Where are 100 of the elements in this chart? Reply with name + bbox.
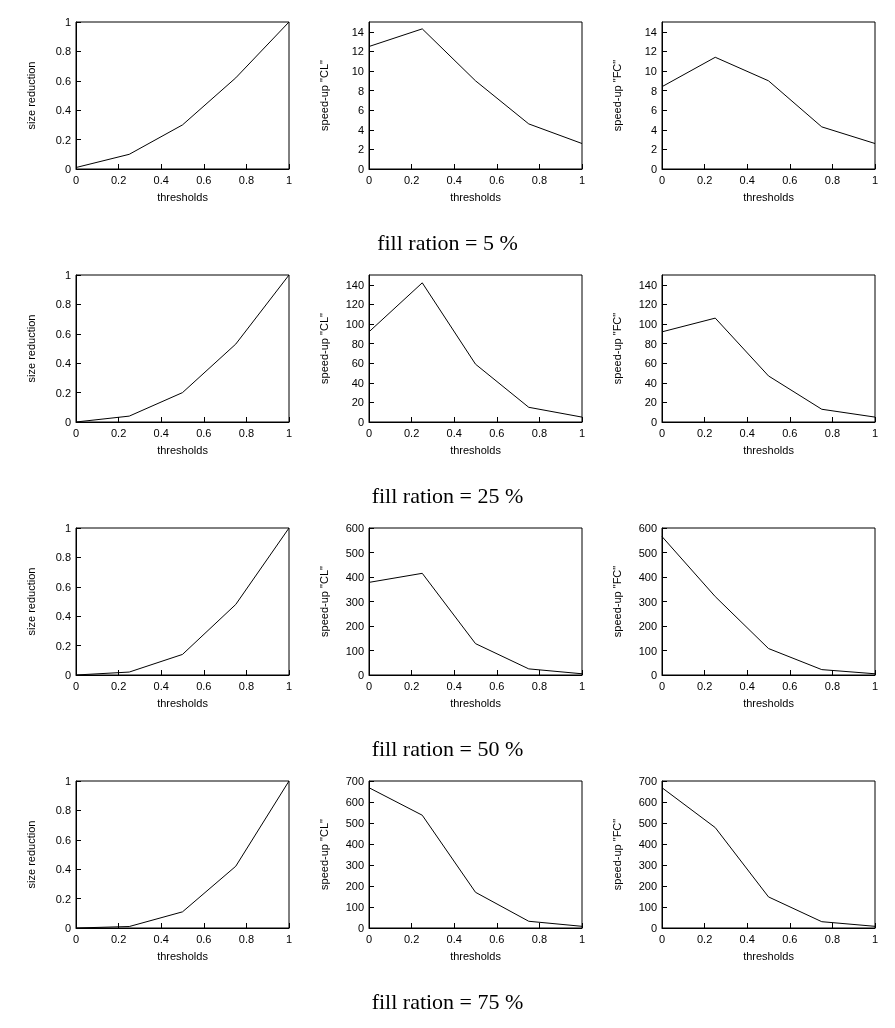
y-axis-title: size reduction	[24, 314, 37, 383]
x-tick-label: 0.4	[153, 426, 169, 439]
y-tick-label: 140	[345, 278, 364, 291]
x-tick-label: 0.8	[824, 679, 841, 692]
x-tick-label: 0.4	[153, 173, 169, 186]
x-tick-label: 0.4	[739, 173, 755, 186]
y-tick-label: 60	[351, 357, 364, 370]
y-tick-label: 4	[357, 123, 364, 136]
x-axis-title: thresholds	[450, 443, 502, 456]
x-tick-label: 0.8	[238, 426, 255, 439]
y-tick-label: 0.8	[55, 298, 71, 311]
y-tick-label: 200	[345, 880, 364, 892]
x-tick-label: 0.2	[110, 679, 127, 692]
x-tick-label: 1	[578, 173, 586, 186]
y-tick-label: 300	[638, 859, 657, 871]
y-tick-label: 0.8	[55, 804, 71, 817]
x-axis-title: thresholds	[157, 949, 209, 962]
y-axis-title: speed-up "FC"	[610, 312, 623, 385]
x-tick-label: 0.2	[403, 173, 420, 186]
x-tick-label: 1	[871, 679, 879, 692]
y-tick-label: 500	[345, 817, 364, 829]
y-axis-title: size reduction	[24, 567, 37, 636]
x-tick-label: 0.4	[739, 679, 755, 692]
x-tick-label: 0.8	[238, 932, 255, 945]
x-tick-label: 1	[871, 426, 879, 439]
y-tick-label: 0	[650, 669, 657, 681]
x-axis-title: thresholds	[743, 949, 795, 962]
y-tick-label: 0.4	[55, 863, 71, 876]
x-tick-label: 0.6	[489, 679, 505, 692]
y-tick-label: 8	[357, 84, 364, 97]
y-tick-label: 0	[650, 922, 657, 934]
y-tick-label: 0.2	[55, 386, 71, 399]
y-tick-label: 0	[357, 416, 364, 428]
y-tick-label: 0	[650, 416, 657, 428]
y-tick-label: 400	[345, 571, 364, 583]
x-tick-label: 0.4	[446, 932, 462, 945]
x-tick-label: 0.6	[782, 173, 798, 186]
x-axis-title: thresholds	[743, 696, 795, 709]
x-tick-label: 0	[365, 932, 373, 945]
y-tick-label: 500	[345, 546, 364, 559]
x-tick-label: 0.6	[489, 932, 505, 945]
x-tick-label: 0.8	[531, 173, 548, 186]
x-tick-label: 0.2	[110, 173, 127, 186]
y-tick-label: 300	[638, 595, 657, 608]
y-tick-label: 200	[638, 880, 657, 892]
x-tick-label: 0.4	[153, 679, 169, 692]
y-tick-label: 1	[64, 16, 71, 28]
x-tick-label: 0.2	[110, 932, 127, 945]
x-axis-title: thresholds	[450, 696, 502, 709]
x-tick-label: 0.8	[824, 173, 841, 186]
y-tick-label: 20	[351, 396, 364, 409]
y-tick-label: 12	[351, 45, 364, 58]
x-tick-label: 1	[578, 679, 586, 692]
x-tick-label: 0	[72, 173, 80, 186]
y-tick-label: 0	[357, 163, 364, 175]
text: fill ration = 25 %	[371, 482, 524, 508]
x-tick-label: 0.2	[403, 679, 420, 692]
x-tick-label: 0.4	[446, 679, 462, 692]
y-tick-label: 100	[638, 318, 657, 330]
y-tick-label: 14	[351, 25, 364, 38]
x-axis-title: thresholds	[450, 190, 502, 203]
y-tick-label: 1	[64, 269, 71, 281]
y-tick-label: 1	[64, 775, 71, 787]
x-tick-label: 0	[72, 932, 80, 945]
y-tick-label: 0.4	[55, 104, 71, 117]
y-tick-label: 2	[650, 143, 657, 156]
x-tick-label: 0.8	[824, 426, 841, 439]
y-tick-label: 140	[638, 278, 657, 291]
y-tick-label: 500	[638, 546, 657, 559]
y-tick-label: 400	[638, 838, 657, 850]
x-tick-label: 0.2	[696, 426, 713, 439]
y-tick-label: 80	[644, 337, 657, 350]
y-tick-label: 0.4	[55, 610, 71, 623]
y-tick-label: 10	[644, 65, 657, 77]
x-axis-title: thresholds	[743, 190, 795, 203]
x-tick-label: 1	[285, 932, 293, 945]
x-tick-label: 0.4	[739, 426, 755, 439]
y-tick-label: 0	[357, 669, 364, 681]
y-axis-title: speed-up "FC"	[610, 818, 623, 891]
y-tick-label: 0.2	[55, 133, 71, 146]
y-tick-label: 600	[345, 796, 364, 808]
y-tick-label: 200	[345, 620, 364, 632]
y-tick-label: 4	[650, 123, 657, 136]
y-tick-label: 120	[638, 298, 657, 311]
x-tick-label: 0.4	[153, 932, 169, 945]
x-tick-label: 0.8	[531, 426, 548, 439]
y-tick-label: 400	[638, 571, 657, 583]
y-tick-label: 600	[345, 522, 364, 534]
x-tick-label: 0.6	[489, 173, 505, 186]
y-tick-label: 80	[351, 337, 364, 350]
x-tick-label: 1	[871, 173, 879, 186]
y-tick-label: 700	[345, 775, 364, 787]
y-tick-label: 0.2	[55, 892, 71, 905]
x-tick-label: 0	[72, 679, 80, 692]
x-tick-label: 1	[285, 426, 293, 439]
y-tick-label: 0.8	[55, 551, 71, 564]
y-axis-title: speed-up "FC"	[610, 565, 623, 638]
y-tick-label: 20	[644, 396, 657, 409]
x-axis-title: thresholds	[157, 190, 209, 203]
text: fill ration = 75 %	[371, 988, 524, 1014]
